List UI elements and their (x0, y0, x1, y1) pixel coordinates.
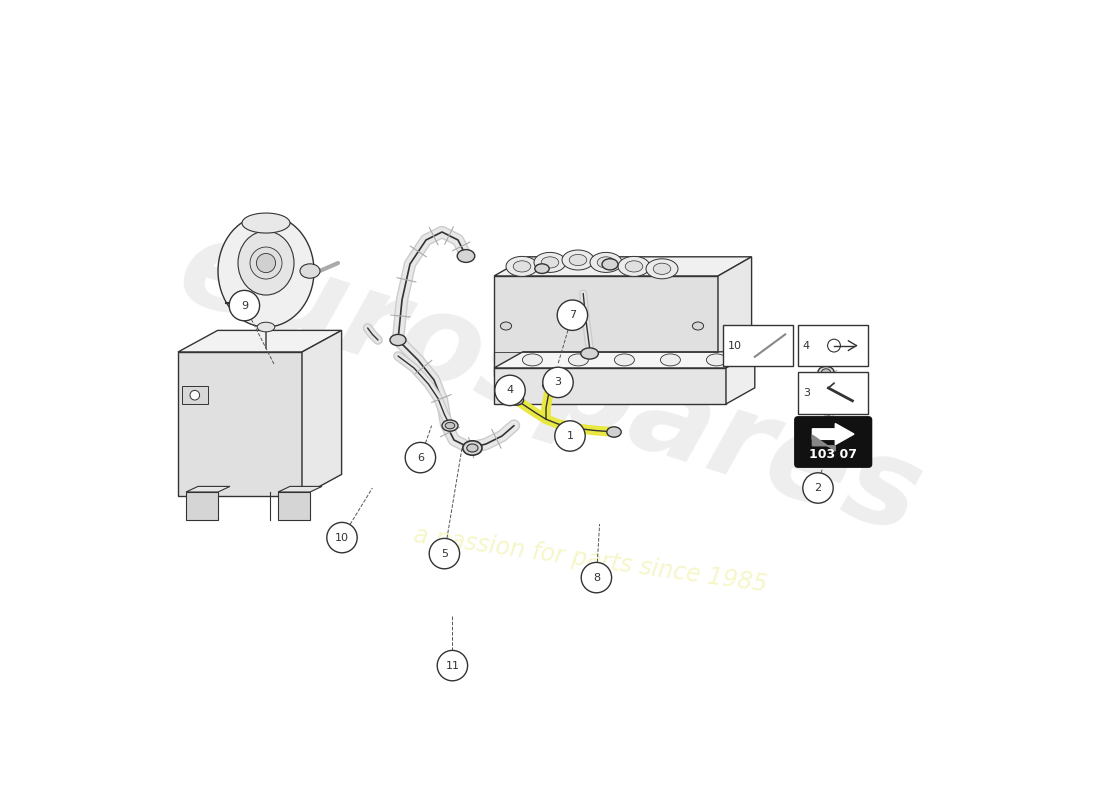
Ellipse shape (218, 215, 314, 327)
Ellipse shape (569, 254, 586, 266)
Ellipse shape (607, 427, 621, 437)
Circle shape (190, 390, 199, 400)
Ellipse shape (562, 250, 594, 270)
Polygon shape (278, 492, 310, 520)
Polygon shape (178, 352, 303, 496)
Polygon shape (813, 423, 854, 445)
Ellipse shape (506, 256, 538, 277)
Circle shape (327, 522, 358, 553)
Ellipse shape (446, 422, 454, 429)
Circle shape (495, 375, 525, 406)
Circle shape (256, 254, 276, 273)
Ellipse shape (660, 354, 681, 366)
Bar (798, 325, 868, 366)
Ellipse shape (692, 322, 704, 330)
Text: 7: 7 (569, 310, 576, 320)
Ellipse shape (569, 354, 589, 366)
Text: 2: 2 (814, 483, 822, 493)
Polygon shape (494, 257, 751, 276)
Circle shape (581, 562, 612, 593)
Circle shape (250, 247, 282, 279)
Ellipse shape (300, 264, 320, 278)
Ellipse shape (581, 348, 598, 359)
Ellipse shape (458, 250, 475, 262)
Ellipse shape (522, 354, 542, 366)
Circle shape (558, 300, 587, 330)
Ellipse shape (542, 380, 558, 390)
Ellipse shape (514, 261, 531, 272)
Ellipse shape (706, 354, 726, 366)
Ellipse shape (818, 366, 834, 378)
Ellipse shape (466, 444, 478, 452)
Text: 8: 8 (593, 573, 600, 582)
Polygon shape (278, 486, 322, 492)
Polygon shape (813, 435, 835, 451)
Ellipse shape (534, 253, 566, 272)
Ellipse shape (257, 322, 275, 332)
Ellipse shape (442, 420, 458, 431)
Text: eurospares: eurospares (165, 209, 935, 559)
Bar (723, 325, 793, 366)
Text: 10: 10 (336, 533, 349, 542)
Polygon shape (494, 352, 755, 368)
Polygon shape (186, 492, 218, 520)
Text: 9: 9 (241, 301, 248, 310)
Ellipse shape (822, 369, 830, 375)
Circle shape (405, 442, 436, 473)
Ellipse shape (590, 253, 621, 272)
Ellipse shape (817, 429, 826, 435)
Circle shape (803, 473, 833, 503)
Polygon shape (302, 330, 342, 496)
Ellipse shape (653, 263, 671, 274)
Ellipse shape (390, 334, 406, 346)
Ellipse shape (463, 441, 482, 455)
Polygon shape (494, 368, 726, 404)
Circle shape (229, 290, 260, 321)
Ellipse shape (509, 395, 524, 406)
Text: 4: 4 (506, 386, 514, 395)
Ellipse shape (535, 264, 549, 274)
Polygon shape (494, 276, 718, 376)
Bar (182, 386, 208, 404)
Polygon shape (178, 330, 342, 352)
FancyBboxPatch shape (795, 417, 871, 467)
Ellipse shape (238, 231, 294, 295)
Text: 3: 3 (803, 388, 810, 398)
Ellipse shape (625, 261, 642, 272)
Circle shape (554, 421, 585, 451)
Circle shape (429, 538, 460, 569)
Ellipse shape (242, 213, 290, 233)
Text: 10: 10 (727, 341, 741, 350)
Text: a passion for parts since 1985: a passion for parts since 1985 (411, 523, 769, 597)
Text: 3: 3 (554, 378, 561, 387)
Ellipse shape (646, 258, 678, 278)
Bar (798, 372, 868, 414)
Text: 6: 6 (417, 453, 424, 462)
Text: 11: 11 (446, 661, 460, 670)
Circle shape (827, 339, 840, 352)
Text: 1: 1 (566, 431, 573, 441)
Ellipse shape (597, 257, 615, 268)
Text: 103 07: 103 07 (810, 448, 857, 461)
Polygon shape (186, 486, 230, 492)
Polygon shape (718, 257, 751, 376)
Ellipse shape (541, 257, 559, 268)
Polygon shape (726, 352, 755, 404)
Ellipse shape (615, 354, 635, 366)
Circle shape (542, 367, 573, 398)
Ellipse shape (500, 322, 512, 330)
Circle shape (437, 650, 468, 681)
Ellipse shape (618, 256, 650, 277)
Ellipse shape (602, 258, 618, 270)
Text: 5: 5 (441, 549, 448, 558)
Ellipse shape (814, 426, 830, 438)
Text: 4: 4 (803, 341, 810, 350)
